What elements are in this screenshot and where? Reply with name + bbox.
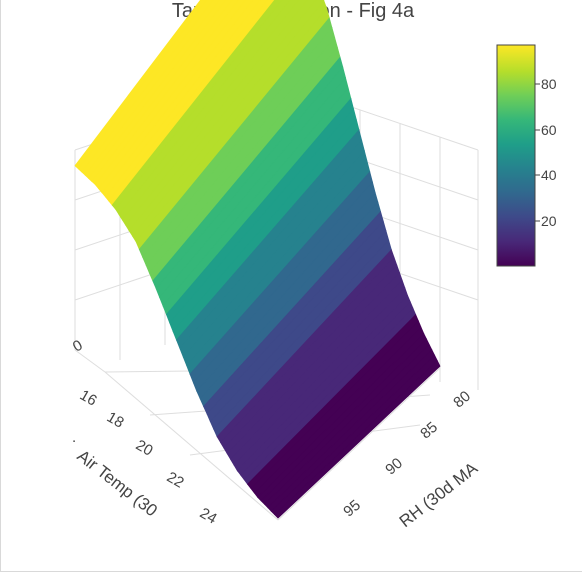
y-tick-label: 90	[382, 455, 406, 479]
colorbar-tick-label: 40	[541, 167, 557, 183]
x-tick-label: 18	[104, 409, 127, 432]
y-axis-title: RH (30d MA	[396, 458, 482, 531]
x-tick-label: 22	[164, 469, 187, 492]
x-tick-label: 24	[197, 505, 220, 528]
colorbar-tick-label: 20	[541, 213, 557, 229]
z-tick-label: 0	[70, 337, 86, 356]
surface-strip	[115, 0, 291, 216]
surface-strip	[91, 0, 240, 186]
x-tick-label: 16	[77, 387, 100, 410]
colorbar-tick-label: 80	[541, 76, 557, 92]
surface-strip	[81, 0, 220, 176]
surface-strip	[87, 0, 233, 183]
colorbar-tick-label: 60	[541, 122, 557, 138]
y-tick-label: 85	[417, 419, 441, 443]
surface-strip	[274, 360, 441, 519]
surface-strip	[74, 0, 208, 170]
colorbar: 20 40 60 80	[496, 44, 557, 267]
y-tick-label: 80	[450, 388, 474, 412]
surface-strip	[77, 0, 214, 173]
surface-strip	[121, 0, 308, 226]
surface-strip	[94, 0, 247, 190]
probability-surface[interactable]	[74, 0, 441, 519]
x-axis: 16 18 20 22 24 Air Temp (30 .	[72, 387, 220, 528]
surface-strip	[101, 0, 261, 198]
surface-strip	[98, 0, 254, 194]
surface-strip	[111, 0, 283, 210]
surface-strip	[104, 0, 268, 202]
surface-strip	[84, 0, 227, 179]
surface-strip	[108, 0, 276, 206]
surface-strip	[118, 0, 300, 221]
x-tick-label: 20	[133, 437, 156, 460]
colorbar-gradient	[496, 44, 536, 267]
surface-strip	[125, 0, 317, 232]
y-tick-label: 95	[340, 497, 364, 521]
x-axis-title-fragment: .	[72, 429, 76, 446]
